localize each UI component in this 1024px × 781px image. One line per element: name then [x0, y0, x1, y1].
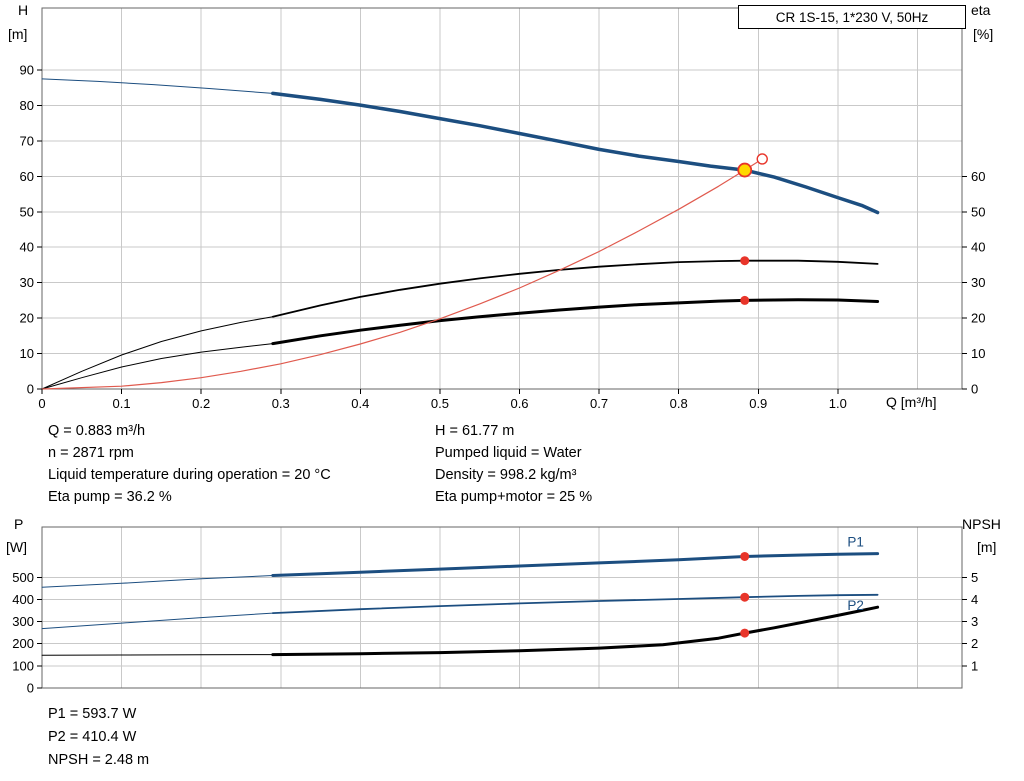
- svg-text:0.2: 0.2: [192, 396, 210, 411]
- annotation-head: H = 61.77 m: [435, 423, 515, 439]
- annotation-liquid: Pumped liquid = Water: [435, 445, 582, 461]
- svg-text:0.9: 0.9: [749, 396, 767, 411]
- svg-text:0.4: 0.4: [351, 396, 369, 411]
- pump-model-title: CR 1S-15, 1*230 V, 50Hz: [738, 5, 966, 29]
- svg-text:2: 2: [971, 636, 978, 651]
- annotation-p1: P1 = 593.7 W: [48, 706, 137, 722]
- h-axis-label: H: [18, 2, 29, 18]
- svg-text:0.5: 0.5: [431, 396, 449, 411]
- svg-text:P1: P1: [847, 534, 864, 549]
- svg-text:30: 30: [20, 275, 34, 290]
- svg-text:0: 0: [27, 382, 34, 397]
- svg-text:400: 400: [12, 592, 34, 607]
- eta-axis-label: eta: [971, 2, 991, 18]
- svg-text:60: 60: [971, 169, 985, 184]
- annotation-flow: Q = 0.883 m³/h: [48, 423, 146, 439]
- annotation-eta-pump: Eta pump = 36.2 %: [48, 489, 172, 505]
- svg-text:1: 1: [971, 658, 978, 673]
- svg-text:10: 10: [20, 346, 34, 361]
- svg-text:4: 4: [971, 592, 978, 607]
- svg-text:0.8: 0.8: [670, 396, 688, 411]
- svg-text:0.1: 0.1: [113, 396, 131, 411]
- svg-text:5: 5: [971, 570, 978, 585]
- svg-text:300: 300: [12, 614, 34, 629]
- svg-text:30: 30: [971, 275, 985, 290]
- svg-text:90: 90: [20, 63, 34, 78]
- annotation-temperature: Liquid temperature during operation = 20…: [48, 467, 331, 483]
- svg-text:1.0: 1.0: [829, 396, 847, 411]
- annotation-p2: P2 = 410.4 W: [48, 729, 137, 745]
- npsh-axis-unit: [m]: [977, 539, 997, 555]
- svg-text:0.3: 0.3: [272, 396, 290, 411]
- svg-text:P2: P2: [847, 598, 864, 613]
- svg-text:10: 10: [971, 346, 985, 361]
- svg-text:3: 3: [971, 614, 978, 629]
- svg-text:40: 40: [971, 240, 985, 255]
- q-axis-label: Q [m³/h]: [886, 394, 937, 410]
- pump-model-label: CR 1S-15, 1*230 V, 50Hz: [775, 9, 929, 25]
- svg-text:50: 50: [971, 204, 985, 219]
- annotation-eta-total: Eta pump+motor = 25 %: [435, 489, 593, 505]
- svg-text:0.7: 0.7: [590, 396, 608, 411]
- h-axis-unit: [m]: [8, 26, 28, 42]
- svg-text:70: 70: [20, 133, 34, 148]
- svg-text:0: 0: [27, 681, 34, 696]
- p-axis-unit: [W]: [6, 539, 27, 555]
- svg-text:60: 60: [20, 169, 34, 184]
- svg-text:0: 0: [38, 396, 45, 411]
- svg-text:0.6: 0.6: [510, 396, 528, 411]
- svg-text:20: 20: [20, 311, 34, 326]
- annotation-density: Density = 998.2 kg/m³: [435, 467, 577, 483]
- p-axis-label: P: [14, 516, 24, 532]
- power-npsh-chart: 0 100 200 300 400 500 1 2 3 4 5 P1 P2: [12, 526, 978, 696]
- svg-text:50: 50: [20, 204, 34, 219]
- svg-text:200: 200: [12, 636, 34, 651]
- eta-axis-unit: [%]: [973, 26, 994, 42]
- svg-text:500: 500: [12, 570, 34, 585]
- svg-text:20: 20: [971, 311, 985, 326]
- annotation-npsh: NPSH = 2.48 m: [48, 752, 150, 768]
- svg-text:100: 100: [12, 658, 34, 673]
- annotation-speed: n = 2871 rpm: [48, 445, 134, 461]
- head-efficiency-chart: 0 10 20 30 40 50 60 70 80 90 0 10 20 30 40 50 60 0 0.1 0.2 0…: [20, 7, 985, 411]
- npsh-axis-label: NPSH: [962, 516, 1001, 532]
- svg-text:0: 0: [971, 382, 978, 397]
- svg-text:80: 80: [20, 98, 34, 113]
- svg-text:40: 40: [20, 240, 34, 255]
